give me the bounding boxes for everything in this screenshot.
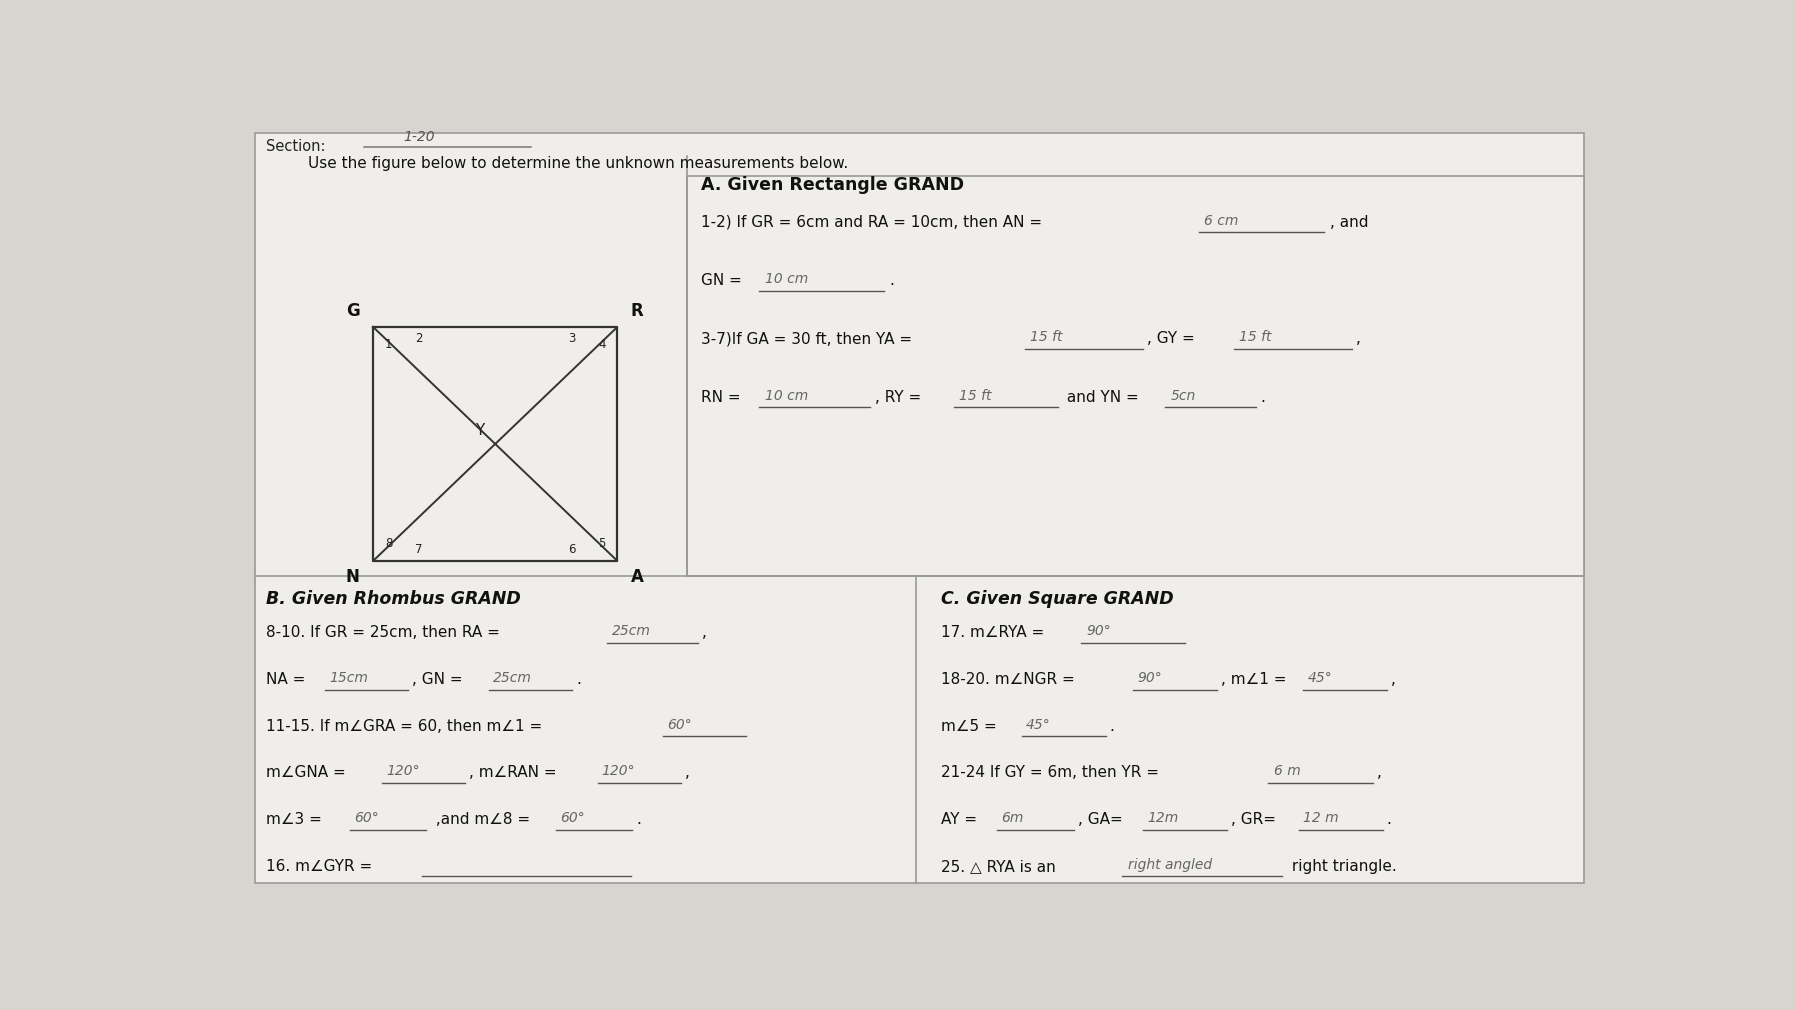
Text: m∠GNA =: m∠GNA =	[266, 766, 350, 781]
Text: NA =: NA =	[266, 672, 311, 687]
Text: R: R	[630, 302, 643, 319]
Text: RN =: RN =	[700, 390, 745, 405]
Text: 120°: 120°	[602, 765, 636, 779]
Text: C. Given Square GRAND: C. Given Square GRAND	[941, 590, 1175, 608]
Text: ,: ,	[1390, 672, 1395, 687]
Text: 120°: 120°	[386, 765, 420, 779]
Text: GN =: GN =	[700, 273, 747, 288]
Text: B. Given Rhombus GRAND: B. Given Rhombus GRAND	[266, 590, 521, 608]
Text: 15 ft: 15 ft	[1031, 330, 1063, 344]
Text: 15cm: 15cm	[329, 671, 368, 685]
Text: ,: ,	[1378, 766, 1381, 781]
Text: 15 ft: 15 ft	[959, 389, 991, 403]
Text: , GN =: , GN =	[413, 672, 469, 687]
Text: 10 cm: 10 cm	[765, 272, 808, 286]
Text: 1: 1	[384, 337, 392, 350]
Text: 2: 2	[415, 332, 422, 345]
Text: 8: 8	[384, 537, 392, 550]
Text: .: .	[1110, 719, 1115, 733]
Text: 25cm: 25cm	[494, 671, 532, 685]
Text: 60°: 60°	[666, 718, 691, 731]
Text: 6m: 6m	[1000, 811, 1024, 825]
Text: ,: ,	[702, 625, 708, 640]
Text: ,and m∠8 =: ,and m∠8 =	[431, 812, 535, 827]
FancyBboxPatch shape	[255, 133, 1584, 884]
Text: 1-2) If GR = 6cm and RA = 10cm, then AN =: 1-2) If GR = 6cm and RA = 10cm, then AN …	[700, 215, 1047, 230]
Text: 6 cm: 6 cm	[1205, 214, 1239, 227]
Text: .: .	[1261, 390, 1264, 405]
Text: , GA=: , GA=	[1078, 812, 1128, 827]
Text: .: .	[636, 812, 641, 827]
Text: 17. m∠RYA =: 17. m∠RYA =	[941, 625, 1049, 640]
Text: 60°: 60°	[560, 811, 585, 825]
Text: right triangle.: right triangle.	[1286, 858, 1395, 874]
Text: 18-20. m∠NGR =: 18-20. m∠NGR =	[941, 672, 1079, 687]
Text: 8-10. If GR = 25cm, then RA =: 8-10. If GR = 25cm, then RA =	[266, 625, 505, 640]
Text: .: .	[577, 672, 582, 687]
Text: A. Given Rectangle GRAND: A. Given Rectangle GRAND	[700, 176, 963, 194]
Text: G: G	[347, 302, 359, 319]
Text: , m∠1 =: , m∠1 =	[1221, 672, 1291, 687]
Text: 1-20: 1-20	[404, 129, 435, 143]
Text: 4: 4	[598, 337, 605, 350]
Text: ,: ,	[1356, 331, 1361, 346]
Text: 21-24 If GY = 6m, then YR =: 21-24 If GY = 6m, then YR =	[941, 766, 1164, 781]
Text: .: .	[1387, 812, 1392, 827]
Text: Section:: Section:	[266, 139, 325, 155]
Text: 3-7)If GA = 30 ft, then YA =: 3-7)If GA = 30 ft, then YA =	[700, 331, 916, 346]
Text: right angled: right angled	[1128, 857, 1212, 872]
Text: , GY =: , GY =	[1148, 331, 1200, 346]
Text: m∠3 =: m∠3 =	[266, 812, 327, 827]
Text: m∠5 =: m∠5 =	[941, 719, 1002, 733]
Text: 6 m: 6 m	[1273, 765, 1300, 779]
Text: 12m: 12m	[1148, 811, 1178, 825]
Text: N: N	[345, 569, 359, 587]
Text: Y: Y	[474, 423, 485, 437]
Text: and YN =: and YN =	[1063, 390, 1144, 405]
Text: , RY =: , RY =	[875, 390, 925, 405]
Text: 60°: 60°	[354, 811, 379, 825]
Text: .: .	[889, 273, 894, 288]
Text: 3: 3	[568, 332, 575, 345]
Text: 45°: 45°	[1026, 718, 1051, 731]
Text: , GR=: , GR=	[1230, 812, 1281, 827]
Text: 10 cm: 10 cm	[765, 389, 808, 403]
Text: Use the figure below to determine the unknown measurements below.: Use the figure below to determine the un…	[309, 156, 848, 171]
Text: ,: ,	[686, 766, 690, 781]
Text: 25. △ RYA is an: 25. △ RYA is an	[941, 858, 1061, 874]
Text: 5cn: 5cn	[1171, 389, 1196, 403]
FancyBboxPatch shape	[686, 176, 1584, 576]
Text: 16. m∠GYR =: 16. m∠GYR =	[266, 858, 377, 874]
Text: AY =: AY =	[941, 812, 982, 827]
Text: , and: , and	[1329, 215, 1369, 230]
Text: , m∠RAN =: , m∠RAN =	[469, 766, 562, 781]
Text: 6: 6	[568, 543, 577, 556]
Text: 90°: 90°	[1137, 671, 1162, 685]
Text: 45°: 45°	[1307, 671, 1333, 685]
Text: 90°: 90°	[1087, 624, 1112, 638]
Text: 25cm: 25cm	[611, 624, 650, 638]
Text: 11-15. If m∠GRA = 60, then m∠1 =: 11-15. If m∠GRA = 60, then m∠1 =	[266, 719, 548, 733]
Text: 15 ft: 15 ft	[1239, 330, 1272, 344]
Text: 12 m: 12 m	[1304, 811, 1338, 825]
Text: 5: 5	[598, 537, 605, 550]
Text: 7: 7	[415, 543, 422, 556]
Text: A: A	[630, 569, 643, 587]
